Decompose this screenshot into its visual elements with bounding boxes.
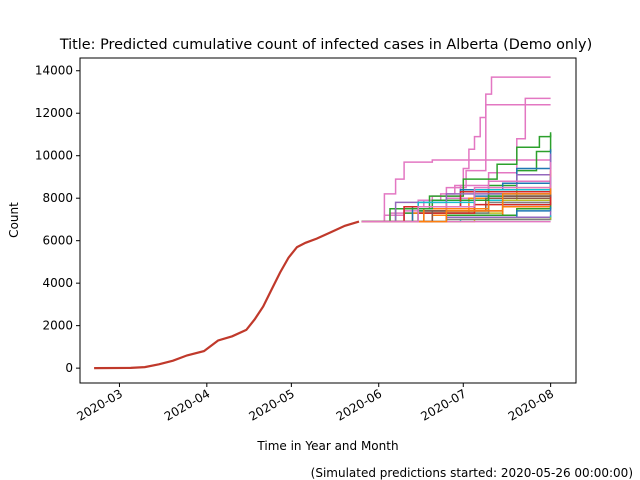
y-tick-label-14000: 14000 — [35, 64, 73, 78]
y-tick-label-0: 0 — [65, 361, 73, 375]
x-tick-label-2020-08: 2020-08 — [506, 386, 556, 423]
y-tick-label-2000: 2000 — [42, 319, 73, 333]
y-tick-label-8000: 8000 — [42, 191, 73, 205]
x-axis-label: Time in Year and Month — [256, 439, 398, 453]
x-tick-label-2020-04: 2020-04 — [162, 386, 212, 423]
y-axis: 0 2000 4000 6000 8000 10000 12000 14000 — [35, 64, 80, 375]
series-line-4 — [361, 159, 551, 223]
plot-frame — [79, 57, 577, 384]
observed-layer — [94, 220, 360, 370]
y-axis-label: Count — [7, 202, 21, 238]
series-line-35 — [361, 185, 552, 223]
series-line-30 — [361, 177, 552, 223]
x-tick-label-2020-07: 2020-07 — [418, 386, 468, 423]
footnote: (Simulated predictions started: 2020-05-… — [311, 466, 633, 480]
x-tick-label-2020-03: 2020-03 — [75, 386, 125, 423]
x-tick-label-2020-05: 2020-05 — [246, 386, 296, 423]
y-tick-label-4000: 4000 — [42, 276, 73, 290]
observed-line — [94, 220, 360, 370]
series-layer — [361, 76, 552, 223]
y-tick-label-6000: 6000 — [42, 234, 73, 248]
y-tick-label-10000: 10000 — [35, 149, 73, 163]
series-line-36 — [361, 170, 552, 223]
chart-title: Title: Predicted cumulative count of inf… — [59, 37, 592, 53]
x-tick-label-2020-06: 2020-06 — [334, 386, 384, 423]
x-axis: 2020-03 2020-04 2020-05 2020-06 2020-07 2020-… — [75, 383, 556, 424]
y-tick-label-12000: 12000 — [35, 106, 73, 120]
